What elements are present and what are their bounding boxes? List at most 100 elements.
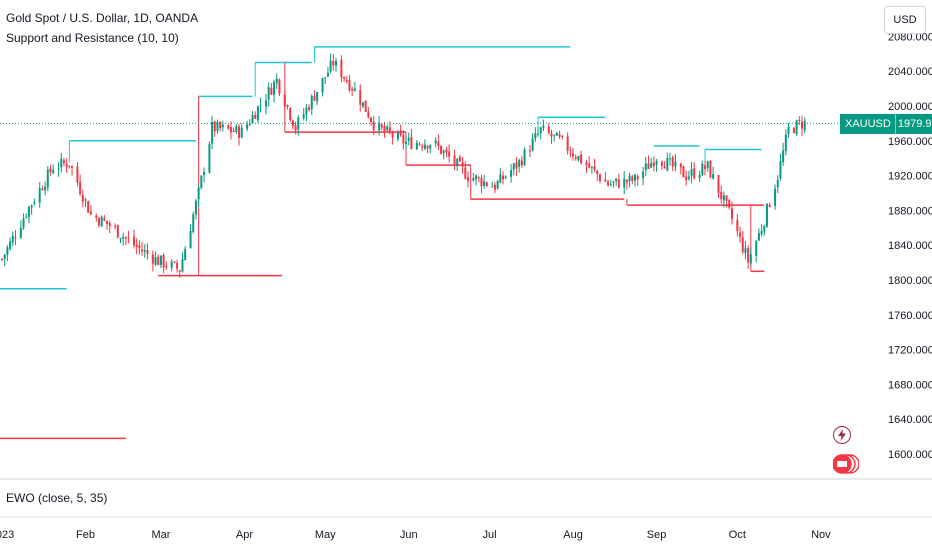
candle-body — [178, 270, 181, 272]
candle-body — [154, 256, 157, 265]
candle-body — [528, 150, 531, 152]
candle-body — [679, 163, 682, 168]
last-price-tag: XAUUSD 1979.985 — [840, 114, 932, 134]
candle-body — [122, 236, 125, 239]
candle-body — [631, 176, 634, 181]
candle-body — [429, 144, 432, 149]
candle-body — [607, 181, 610, 186]
candle-body — [550, 133, 553, 137]
candle-body — [62, 160, 65, 164]
candle-body — [604, 179, 607, 182]
candle-body — [81, 195, 84, 202]
candle-body — [52, 170, 55, 174]
candle-body — [127, 237, 130, 239]
candle-body — [332, 61, 335, 66]
candle-body — [399, 130, 402, 136]
candle-body — [316, 91, 319, 102]
candle-body — [440, 145, 443, 154]
candle-body — [283, 94, 286, 107]
x-tick-label: Jun — [400, 529, 418, 541]
candle-body — [95, 215, 98, 218]
candle-body — [340, 59, 343, 78]
study-legend[interactable]: Support and Resistance (10, 10) — [6, 31, 179, 45]
candle-body — [396, 132, 399, 140]
candle-body — [728, 199, 731, 208]
candle-body — [184, 249, 187, 261]
ewo-legend[interactable]: EWO (close, 5, 35) — [6, 491, 108, 505]
candle-body — [146, 250, 149, 254]
candle-body — [628, 175, 631, 182]
candle-body — [421, 145, 424, 148]
candle-body — [666, 158, 669, 171]
candle-body — [402, 134, 405, 144]
candle-body — [173, 261, 176, 263]
candle-body — [534, 133, 537, 139]
candle-body — [674, 161, 677, 167]
candle-body — [623, 178, 626, 188]
candle-body — [254, 114, 257, 119]
candle-body — [405, 141, 408, 145]
candle-body — [343, 77, 346, 79]
candle-body — [531, 138, 534, 151]
candle-body — [378, 122, 381, 131]
candle-body — [194, 200, 197, 215]
candle-body — [321, 78, 324, 93]
candle-body — [46, 169, 49, 188]
candle-body — [132, 236, 135, 246]
candle-body — [537, 133, 540, 135]
candle-body — [787, 126, 790, 134]
candle-body — [251, 114, 254, 124]
x-tick-label: Nov — [811, 529, 831, 541]
chart-title: Gold Spot / U.S. Dollar, 1D, OANDA — [6, 11, 199, 25]
candle-body — [456, 158, 459, 167]
candle-body — [652, 162, 655, 167]
candle-body — [480, 178, 483, 187]
candle-body — [291, 120, 294, 127]
candle-body — [6, 247, 9, 256]
candle-body — [116, 225, 119, 238]
candle-body — [103, 218, 106, 221]
candle-body — [426, 145, 429, 149]
price-tag-value: 1979.985 — [894, 114, 932, 134]
candle-body — [800, 122, 803, 129]
candle-body — [466, 177, 469, 181]
candle-body — [709, 160, 712, 178]
x-tick-label: Mar — [151, 529, 170, 541]
candle-body — [795, 120, 798, 135]
candle-body — [647, 163, 650, 170]
candle-body — [84, 199, 87, 201]
candle-body — [475, 175, 478, 180]
candle-body — [135, 244, 138, 247]
candle-body — [87, 201, 90, 213]
candle-body — [367, 111, 370, 118]
ad-stack-icon[interactable] — [832, 452, 860, 476]
candle-body — [660, 161, 663, 166]
candle-body — [11, 235, 14, 243]
lightning-icon[interactable] — [833, 426, 851, 444]
candle-body — [663, 166, 666, 169]
candle-body — [259, 104, 262, 106]
y-tick-label: 1800.000 — [888, 275, 932, 287]
candle-body — [410, 136, 413, 149]
candle-body — [504, 176, 507, 178]
candle-body — [739, 232, 742, 237]
candle-body — [558, 134, 561, 137]
candle-body — [124, 237, 127, 239]
candle-body — [361, 102, 364, 107]
candle-body — [615, 178, 618, 182]
candle-body — [348, 79, 351, 91]
candle-body — [596, 170, 599, 175]
currency-button[interactable]: USD — [884, 6, 926, 34]
candle-body — [170, 261, 173, 268]
y-tick-label: 1760.000 — [888, 310, 932, 322]
candle-body — [669, 158, 672, 160]
candle-body — [445, 149, 448, 153]
candle-body — [386, 126, 389, 131]
candle-body — [68, 165, 71, 167]
candle-body — [19, 227, 22, 238]
candle-body — [22, 218, 25, 228]
candle-body — [701, 163, 704, 176]
candle-body — [114, 225, 117, 227]
x-tick-label: May — [315, 529, 336, 541]
